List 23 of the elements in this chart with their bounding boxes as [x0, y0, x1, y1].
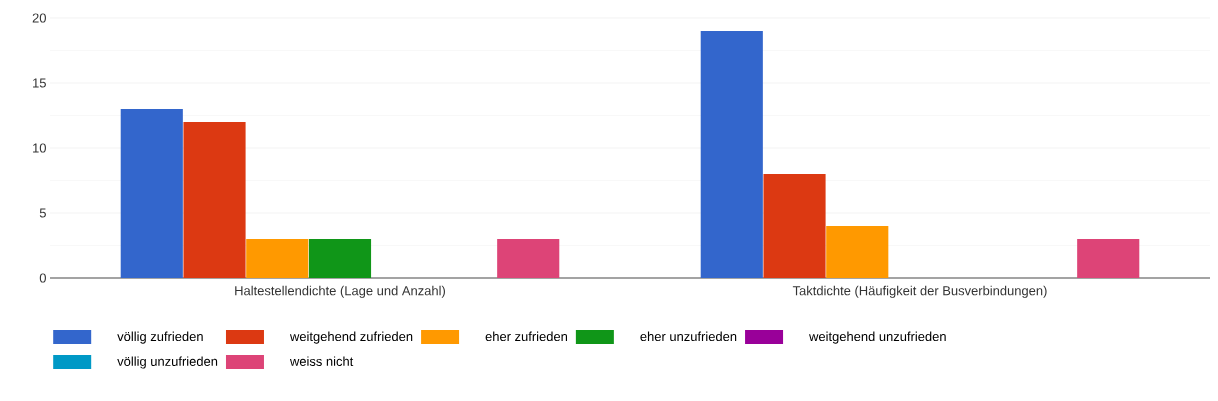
legend-label: weitgehend zufrieden — [289, 331, 413, 344]
legend-label: völlig unzufrieden — [117, 356, 218, 369]
bar — [183, 122, 246, 278]
legend-label: eher unzufrieden — [640, 331, 737, 342]
bar — [1077, 239, 1140, 278]
x-tick-label: Haltestellendichte (Lage und Anzahl) — [235, 285, 445, 298]
y-tick-label: 10 — [33, 143, 46, 153]
bar — [120, 109, 183, 278]
bar — [826, 226, 889, 278]
bar — [700, 31, 763, 278]
bar — [497, 239, 560, 278]
legend-label: weiss nicht — [289, 356, 354, 366]
bar — [308, 239, 372, 278]
y-tick-label: 20 — [32, 13, 46, 23]
bar — [246, 239, 309, 278]
y-tick-label: 15 — [33, 78, 46, 88]
bar — [763, 174, 826, 278]
y-tick-label: 5 — [39, 208, 46, 218]
legend-label: weitgehend unzufrieden — [809, 331, 946, 344]
y-tick-label: 0 — [39, 273, 46, 283]
legend-label: eher zufrieden — [485, 331, 568, 342]
x-tick-label: Taktdichte (Häufigkeit der Busverbindungen) — [792, 285, 1047, 298]
legend-label: völlig zufrieden — [117, 331, 203, 344]
